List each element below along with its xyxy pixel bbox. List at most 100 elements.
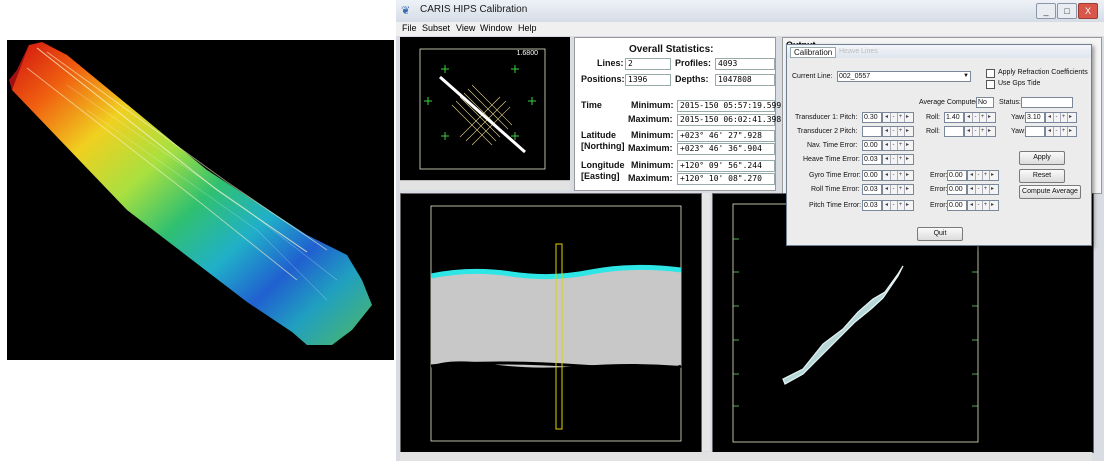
status-field [1021, 97, 1073, 108]
pitch-time-error-stepper[interactable]: ◂ - + ▸ [882, 200, 914, 211]
transducer1-pitch-stepper[interactable]: ◂ - + ▸ [882, 112, 914, 123]
positions-value: 1396 [625, 74, 671, 86]
maximize-button[interactable]: □ [1057, 3, 1077, 19]
roll-error-stepper[interactable]: ◂ - + ▸ [967, 184, 999, 195]
calibration-tab-strip: Calibration Heave Lines [787, 45, 1091, 58]
tab-heave[interactable]: Heave [839, 48, 860, 55]
horizontal-scrollbar[interactable] [400, 452, 1092, 461]
use-gps-tide-checkbox[interactable] [986, 80, 995, 89]
compute-average-button[interactable]: Compute Average [1019, 185, 1081, 199]
transducer2-pitch-input[interactable] [862, 126, 882, 137]
lines-label: Lines: [597, 58, 624, 68]
gyro-error-stepper[interactable]: ◂ - + ▸ [967, 170, 999, 181]
minimize-button[interactable]: _ [1036, 3, 1056, 19]
nav-time-error-input[interactable]: 0.00 [862, 140, 882, 151]
roll2-label: Roll: [926, 128, 941, 135]
yaw1-input[interactable]: 3.10 [1025, 112, 1045, 123]
time-max-label: Maximum: [628, 114, 673, 124]
yaw1-label: Yaw: [1011, 114, 1027, 121]
apply-button[interactable]: Apply [1019, 151, 1065, 165]
title-bar: ❦ CARIS HIPS Calibration _ □ X [396, 0, 1104, 22]
pitch-time-error-input[interactable]: 0.03 [862, 200, 882, 211]
lat-max-label: Maximum: [628, 143, 673, 153]
gyro-error-input[interactable]: 0.00 [947, 170, 967, 181]
average-computed-label: Average Computed: [919, 99, 982, 106]
menu-file[interactable]: File [402, 23, 417, 33]
profile-selection-box[interactable] [555, 243, 563, 430]
profiles-label: Profiles: [675, 58, 712, 68]
overview-scale-label: 1.6800 [517, 50, 539, 57]
transducer1-pitch-label: Transducer 1: Pitch: [795, 114, 858, 121]
heave-time-error-input[interactable]: 0.03 [862, 154, 882, 165]
average-computed-field: No [976, 97, 994, 108]
time-max-value: 2015-150 06:02:41.398 [677, 114, 781, 126]
tab-lines[interactable]: Lines [861, 48, 878, 55]
subset-tick-marks [733, 238, 978, 407]
roll-error-label: Error: [930, 186, 948, 193]
menu-view[interactable]: View [456, 23, 476, 33]
lon-min-label: Minimum: [631, 160, 674, 170]
current-line-select[interactable]: 002_0557 ▼ [837, 71, 971, 82]
latitude-label: Latitude [581, 130, 616, 140]
bathymetry-3d-render [7, 40, 394, 360]
pitch-time-error-label: Pitch Time Error: [809, 202, 862, 209]
heave-time-error-stepper[interactable]: ◂ - + ▸ [882, 154, 914, 165]
gyro-time-error-input[interactable]: 0.00 [862, 170, 882, 181]
overview-track [439, 75, 526, 154]
menu-window[interactable]: Window [480, 23, 513, 33]
overview-scrollbar[interactable] [400, 180, 570, 190]
positions-label: Positions: [581, 74, 625, 84]
view-splitter[interactable] [702, 193, 710, 451]
reset-button[interactable]: Reset [1019, 169, 1065, 183]
overview-pane[interactable]: 1.6800 [400, 37, 570, 180]
statistics-panel: Overall Statistics: Lines: 2 Profiles: 4… [574, 37, 781, 191]
lines-value: 2 [625, 58, 671, 70]
profile-view[interactable] [400, 193, 702, 453]
apply-refraction-checkbox[interactable] [986, 69, 995, 78]
gyro-time-error-stepper[interactable]: ◂ - + ▸ [882, 170, 914, 181]
longitude-label: Longitude [581, 160, 625, 170]
depths-label: Depths: [675, 74, 709, 84]
close-button[interactable]: X [1078, 3, 1098, 19]
menu-subset[interactable]: Subset [422, 23, 451, 33]
lat-min-label: Minimum: [631, 130, 674, 140]
profile-surface [430, 264, 682, 280]
pitch-error-label: Error: [930, 202, 948, 209]
menu-help[interactable]: Help [518, 23, 537, 33]
yaw2-input[interactable] [1025, 126, 1045, 137]
lat-max-value: +023° 46' 36".904 [677, 143, 775, 155]
tab-calibration[interactable]: Calibration [790, 47, 837, 58]
status-label: Status: [999, 99, 1021, 106]
time-min-value: 2015-150 05:57:19.599 [677, 100, 781, 112]
gyro-time-error-label: Gyro Time Error: [809, 172, 861, 179]
lon-max-label: Maximum: [628, 173, 673, 183]
roll2-stepper[interactable]: ◂ - + ▸ [964, 126, 996, 137]
subset-swath [782, 265, 904, 385]
nav-time-error-stepper[interactable]: ◂ - + ▸ [882, 140, 914, 151]
quit-button[interactable]: Quit [917, 227, 963, 241]
current-line-label: Current Line: [792, 73, 833, 80]
pitch-error-input[interactable]: 0.00 [947, 200, 967, 211]
roll-time-error-stepper[interactable]: ◂ - + ▸ [882, 184, 914, 195]
yaw1-stepper[interactable]: ◂ - + ▸ [1045, 112, 1077, 123]
transducer1-pitch-input[interactable]: 0.30 [862, 112, 882, 123]
apply-refraction-label: Apply Refraction Coefficients [998, 69, 1088, 76]
time-min-label: Minimum: [631, 100, 674, 110]
transducer2-pitch-stepper[interactable]: ◂ - + ▸ [882, 126, 914, 137]
calibration-dialog: Calibration Heave Lines Current Line: 00… [786, 44, 1092, 246]
latitude-sub-label: [Northing] [581, 141, 625, 151]
lon-max-value: +120° 10' 08".270 [677, 173, 775, 185]
roll1-stepper[interactable]: ◂ - + ▸ [964, 112, 996, 123]
overview-survey-lines [451, 84, 513, 146]
roll2-input[interactable] [944, 126, 964, 137]
roll1-input[interactable]: 1.40 [944, 112, 964, 123]
yaw2-stepper[interactable]: ◂ - + ▸ [1045, 126, 1077, 137]
gyro-error-label: Error: [930, 172, 948, 179]
lon-min-value: +120° 09' 56".244 [677, 160, 775, 172]
chevron-down-icon: ▼ [963, 73, 969, 79]
overview-frame [419, 48, 546, 170]
roll-error-input[interactable]: 0.00 [947, 184, 967, 195]
pitch-error-stepper[interactable]: ◂ - + ▸ [967, 200, 999, 211]
menu-bar: File Subset View Window Help [396, 22, 1104, 36]
roll-time-error-input[interactable]: 0.03 [862, 184, 882, 195]
